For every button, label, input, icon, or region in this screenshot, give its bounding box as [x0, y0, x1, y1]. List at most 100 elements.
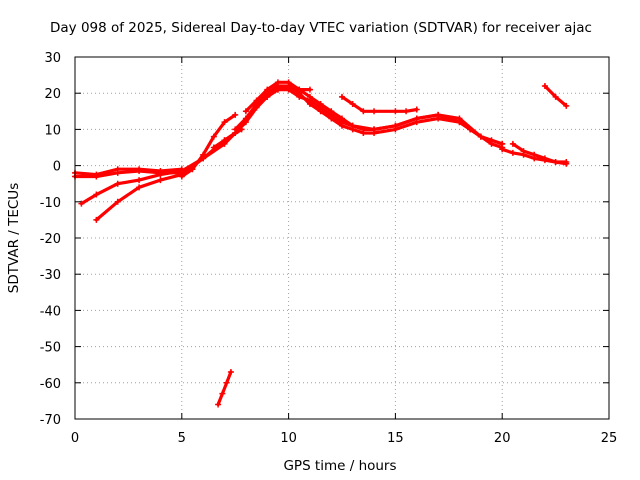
y-tick-label: -10: [40, 196, 61, 211]
data-point: [317, 101, 324, 108]
data-point: [509, 149, 516, 156]
data-point: [360, 108, 367, 115]
data-point: [413, 115, 420, 122]
y-tick-label: -40: [40, 304, 61, 319]
y-tick-label: 20: [44, 87, 61, 102]
x-tick-label: 20: [494, 431, 511, 446]
data-point: [114, 198, 121, 205]
chart-title: Day 098 of 2025, Sidereal Day-to-day VTE…: [50, 20, 592, 36]
data-point: [541, 155, 548, 162]
data-point: [136, 177, 143, 184]
series-line: [73, 167, 184, 177]
data-point: [563, 102, 570, 109]
data-point: [531, 151, 538, 158]
data-point: [371, 126, 378, 133]
data-point: [509, 140, 516, 147]
y-tick-label: 30: [44, 51, 61, 66]
data-point: [78, 200, 85, 207]
tick-layer: 0 5 10 15 20 25 -70 -60 -50 -40 -30 -20 -10 0 10 20 30: [40, 51, 618, 446]
data-point: [274, 86, 281, 93]
data-point: [499, 146, 506, 153]
data-point: [114, 180, 121, 187]
data-point: [223, 379, 230, 386]
series-line: [244, 80, 504, 146]
data-point: [349, 101, 356, 108]
data-point: [339, 122, 345, 129]
data-point: [264, 93, 271, 100]
data-point: [253, 97, 260, 104]
y-axis-label: SDTVAR / TECUs: [6, 183, 22, 293]
data-point: [392, 108, 399, 115]
data-point: [413, 106, 420, 113]
data-point: [93, 191, 100, 198]
x-tick-label: 15: [387, 431, 404, 446]
data-point: [477, 133, 484, 140]
data-point: [317, 108, 324, 115]
data-series: [264, 82, 313, 100]
data-point: [227, 368, 234, 375]
data-point: [178, 173, 185, 180]
data-point: [157, 177, 164, 184]
data-series: [78, 130, 239, 207]
data-point: [200, 151, 207, 158]
data-point: [349, 122, 356, 129]
series-layer: [72, 79, 570, 408]
data-point: [499, 140, 506, 147]
data-series: [509, 140, 570, 167]
data-point: [264, 86, 271, 93]
y-tick-label: -50: [40, 341, 61, 356]
data-series: [215, 368, 234, 408]
y-tick-label: 0: [53, 160, 61, 175]
y-tick-label: -30: [40, 268, 61, 283]
y-tick-label: 10: [44, 123, 61, 138]
x-axis-label: GPS time / hours: [283, 458, 396, 474]
x-tick-label: 10: [280, 431, 297, 446]
data-point: [136, 166, 143, 173]
data-point: [328, 108, 335, 115]
data-series: [541, 82, 570, 109]
data-point: [210, 133, 217, 140]
data-point: [210, 144, 217, 151]
series-line: [233, 84, 504, 150]
data-point: [221, 119, 228, 126]
data-point: [136, 184, 143, 191]
data-point: [114, 166, 121, 173]
data-point: [339, 93, 345, 100]
x-tick-label: 0: [71, 431, 79, 446]
data-point: [306, 86, 313, 93]
series-line: [180, 113, 237, 179]
data-series: [339, 93, 420, 115]
data-point: [189, 166, 196, 173]
data-point: [456, 115, 463, 122]
data-series: [178, 111, 239, 180]
data-point: [552, 93, 559, 100]
data-point: [242, 108, 249, 115]
data-point: [219, 390, 226, 397]
data-point: [157, 171, 164, 178]
data-point: [403, 108, 410, 115]
x-tick-label: 25: [601, 431, 618, 446]
series-line: [216, 370, 233, 407]
data-point: [242, 115, 249, 122]
data-point: [563, 160, 570, 167]
data-point: [274, 79, 281, 86]
data-point: [93, 171, 100, 178]
data-point: [541, 82, 548, 89]
data-point: [285, 82, 292, 89]
data-point: [360, 130, 367, 137]
grid-layer: [75, 57, 609, 419]
y-tick-label: -70: [40, 413, 61, 428]
data-point: [328, 115, 335, 122]
data-point: [93, 216, 100, 223]
data-point: [296, 86, 303, 93]
data-point: [435, 111, 442, 118]
data-point: [371, 108, 378, 115]
data-point: [306, 93, 313, 100]
data-point: [392, 122, 399, 129]
series-line: [79, 131, 237, 206]
data-point: [221, 137, 228, 144]
data-point: [520, 148, 527, 155]
x-tick-label: 5: [178, 431, 186, 446]
data-point: [215, 401, 222, 408]
